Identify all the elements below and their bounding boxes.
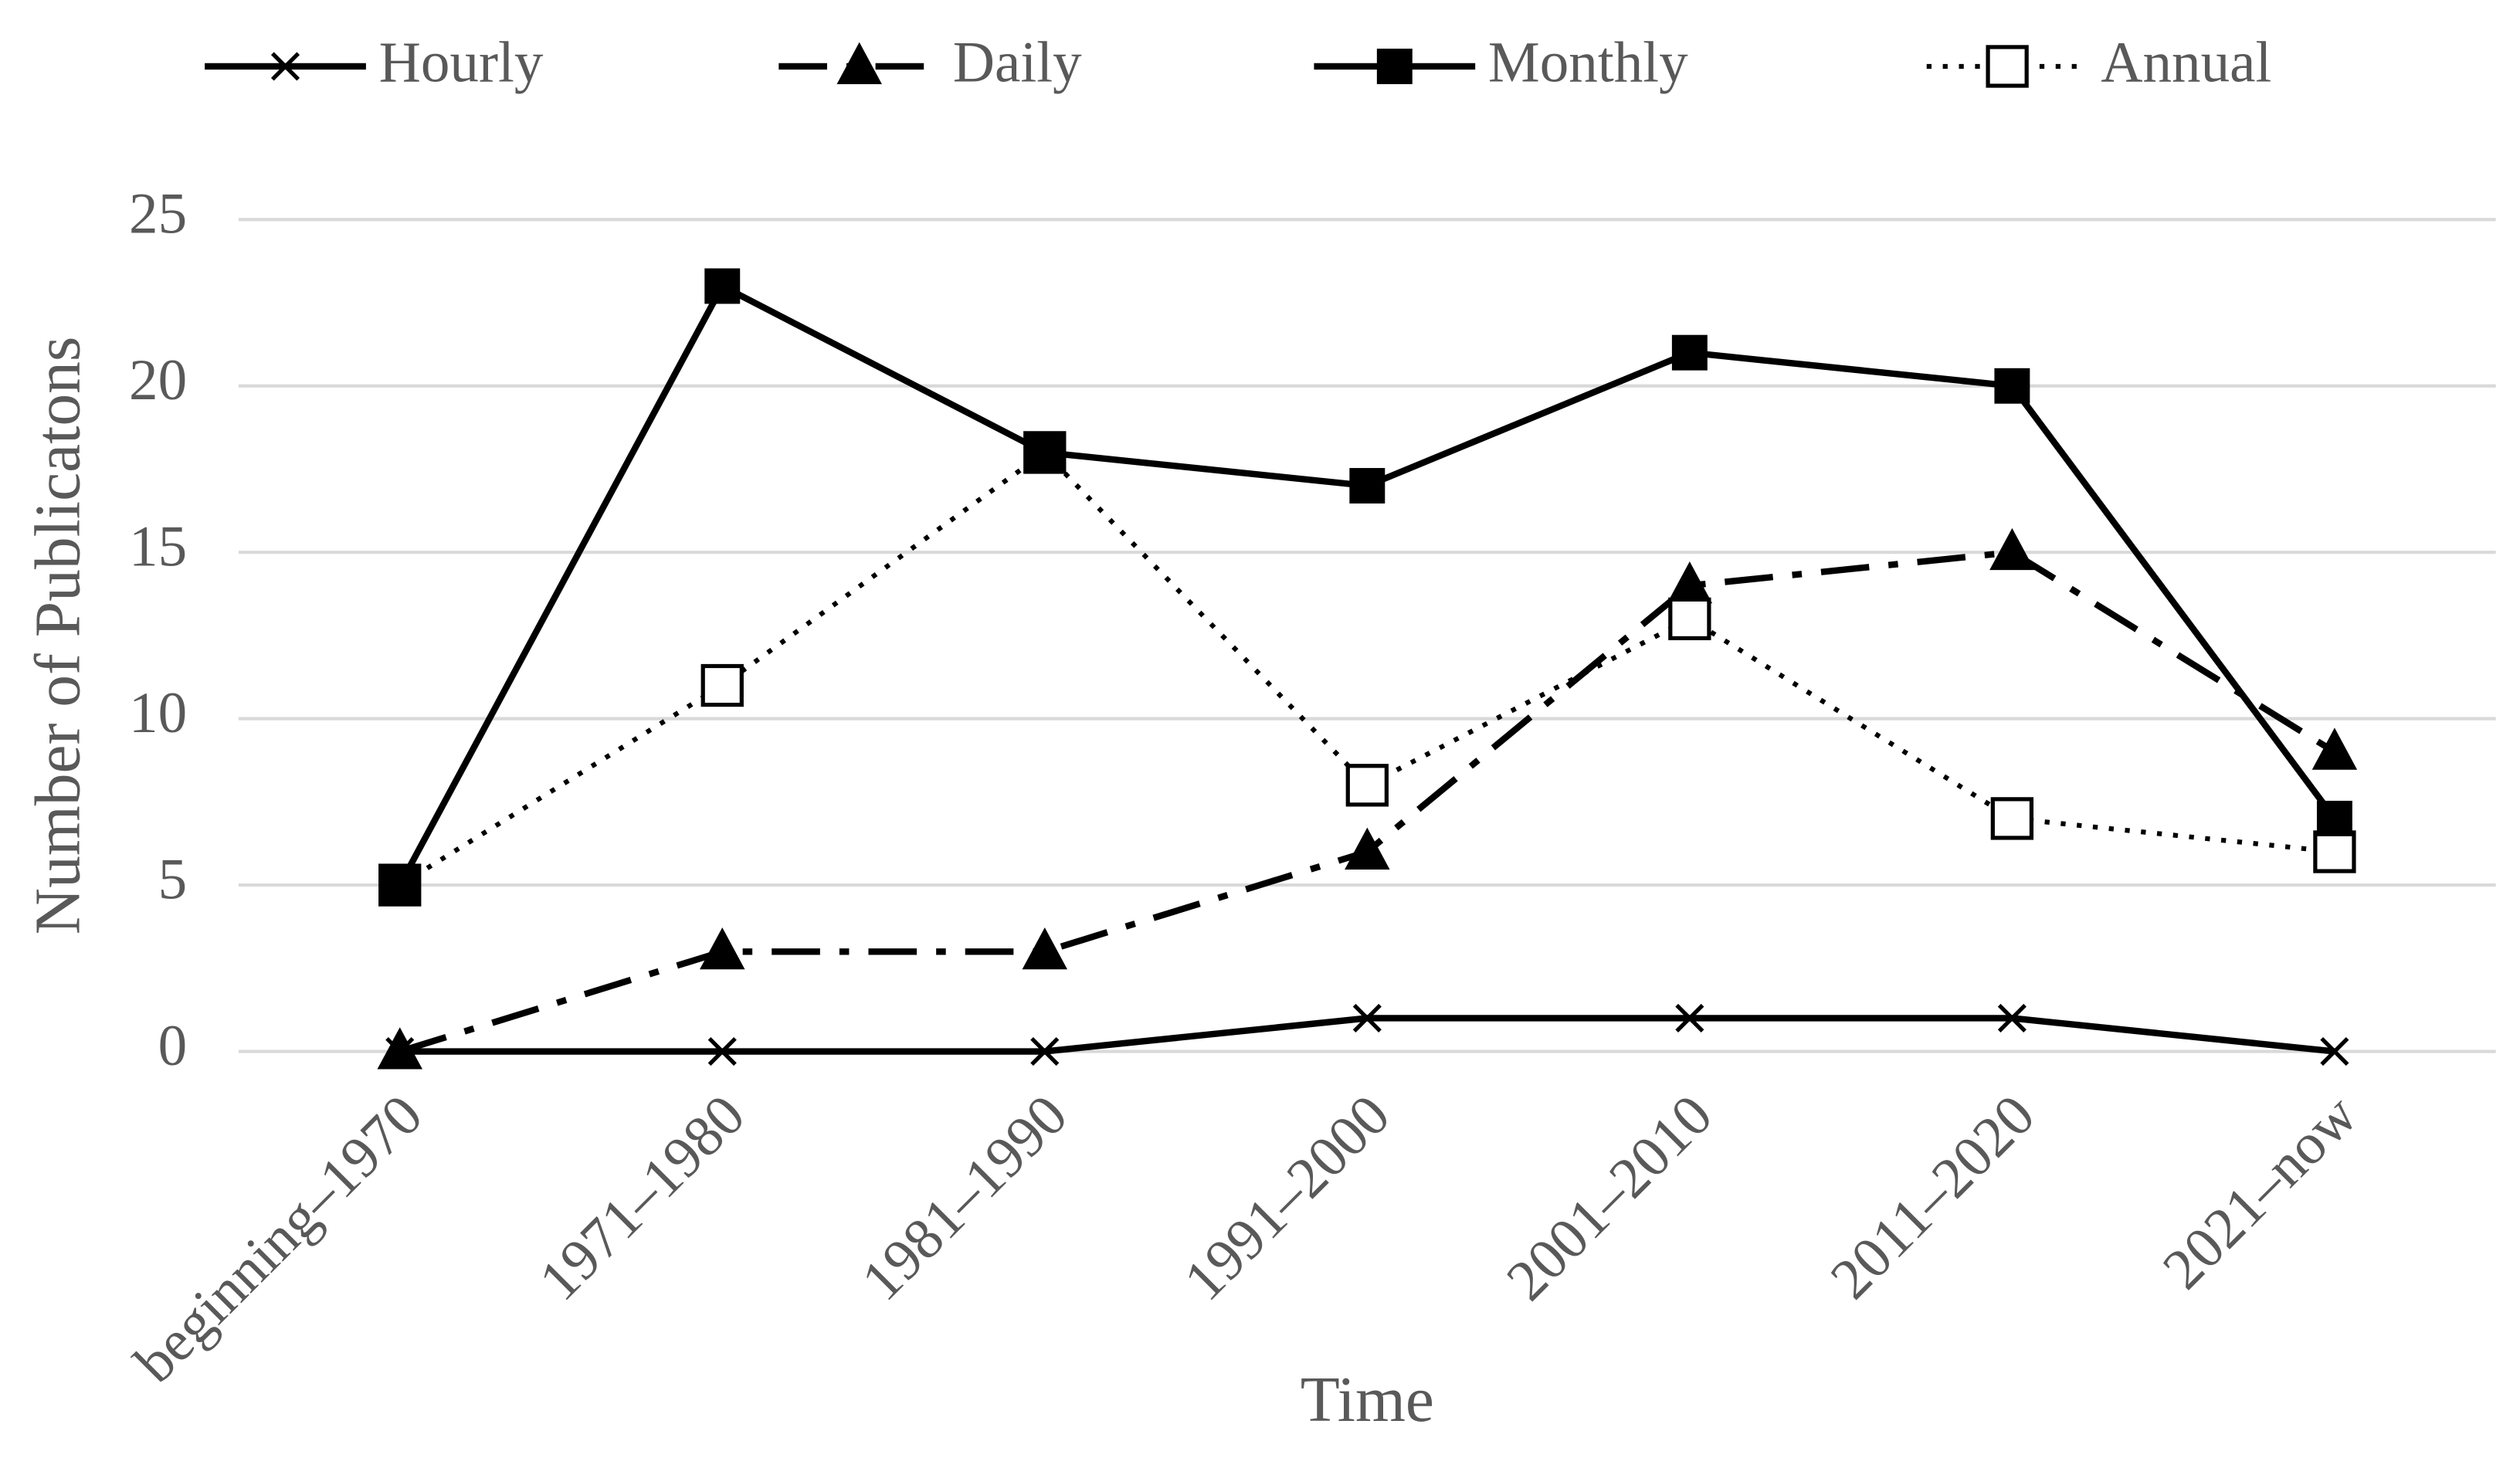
- y-tick-label: 15: [129, 514, 187, 578]
- marker: [1667, 561, 1713, 604]
- marker: [1990, 797, 2034, 840]
- x-tick-label: 2011–2020: [1819, 1083, 2047, 1311]
- legend-label: Annual: [2101, 30, 2271, 94]
- legend-label: Hourly: [379, 30, 544, 94]
- x-tick-label: 1991–2000: [1172, 1083, 1402, 1313]
- marker: [1668, 597, 1711, 641]
- marker: [2320, 1036, 2349, 1066]
- x-tick-label: beginning–1970: [123, 1083, 435, 1395]
- marker: [1376, 49, 1413, 84]
- marker: [1994, 368, 2030, 404]
- marker: [1030, 1036, 1060, 1066]
- marker: [377, 1027, 422, 1070]
- y-tick-label: 25: [129, 182, 187, 246]
- marker: [1989, 527, 2035, 571]
- marker: [707, 1036, 737, 1066]
- series-line: [399, 1015, 2335, 1055]
- marker: [1345, 827, 1390, 870]
- marker: [1675, 1003, 1704, 1032]
- legend-label: Monthly: [1488, 30, 1688, 94]
- y-axis-label: Number of Publicatons: [23, 337, 94, 935]
- x-tick-label: 1981–1990: [850, 1083, 1080, 1313]
- y-tick-label: 5: [158, 847, 188, 911]
- marker: [2316, 800, 2352, 836]
- x-tick-label: 2001–2010: [1494, 1083, 1725, 1313]
- marker: [704, 268, 741, 304]
- series-line: [399, 449, 2335, 887]
- marker: [1026, 434, 1063, 470]
- marker: [1671, 334, 1708, 371]
- y-tick-label: 0: [158, 1014, 188, 1078]
- marker: [1345, 764, 1389, 807]
- marker: [2311, 727, 2358, 770]
- marker: [700, 927, 745, 970]
- x-tick-label: 2021–now: [2151, 1083, 2369, 1301]
- marker: [1352, 1003, 1382, 1032]
- marker: [836, 42, 882, 84]
- marker: [270, 52, 300, 81]
- marker: [1349, 468, 1385, 504]
- marker: [2313, 830, 2356, 873]
- x-tick-label: 1971–1980: [527, 1083, 758, 1313]
- marker: [382, 867, 418, 904]
- marker: [1022, 927, 1068, 970]
- x-axis-label: Time: [1301, 1365, 1434, 1436]
- marker: [700, 663, 744, 707]
- y-tick-label: 10: [129, 681, 187, 745]
- y-tick-label: 20: [129, 348, 187, 412]
- marker: [1986, 45, 2029, 88]
- legend-label: Daily: [953, 30, 1082, 94]
- marker: [1997, 1003, 2027, 1032]
